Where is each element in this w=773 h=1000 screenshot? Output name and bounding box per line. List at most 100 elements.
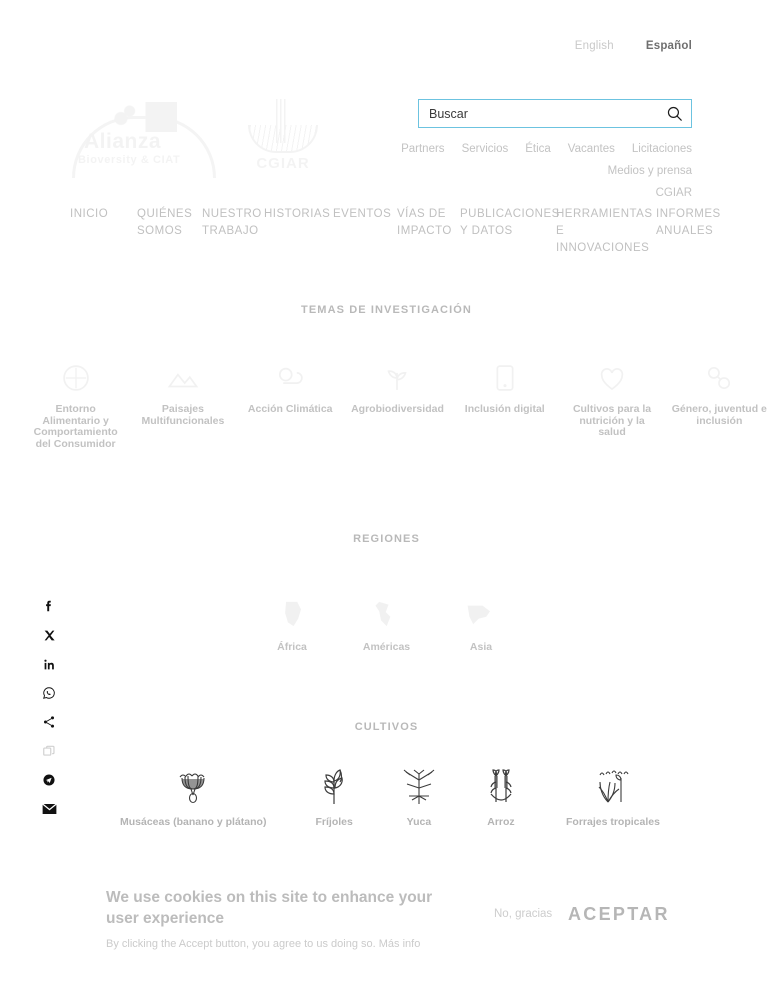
regions-section-title: REGIONES xyxy=(353,533,420,545)
crops-list: Musáceas (banano y plátano) Fríjoles xyxy=(120,768,660,828)
language-option-english[interactable]: English xyxy=(574,40,614,52)
cookie-subtext: By clicking the Accept button, you agree… xyxy=(106,938,446,950)
region-label: África xyxy=(277,641,307,653)
crop-label: Yuca xyxy=(406,816,432,828)
region-item-asia[interactable]: Asia xyxy=(439,600,523,653)
utility-nav-partners[interactable]: Partners xyxy=(401,143,445,155)
utility-nav-cgiar[interactable]: CGIAR xyxy=(655,187,692,199)
biodiversity-icon xyxy=(387,370,408,390)
climate-icon xyxy=(279,367,303,384)
logo-group: Alianza Bioversity & CIAT CGIAR xyxy=(70,96,320,178)
region-label: Asia xyxy=(469,641,493,653)
theme-item-cultivos-nutricion-salud[interactable]: Cultivos para la nutrición y la salud xyxy=(558,360,665,439)
search-input[interactable] xyxy=(419,100,657,127)
share-telegram-button[interactable] xyxy=(38,772,60,788)
landscape-icon xyxy=(167,373,199,388)
theme-label: Acción Climática xyxy=(247,403,333,415)
theme-item-entorno-alimentario[interactable]: Entorno Alimentario y Comportamiento del… xyxy=(22,360,129,450)
crops-section-title: CULTIVOS xyxy=(354,721,419,733)
theme-item-genero-juventud-inclusion[interactable]: Género, juventud e inclusión xyxy=(666,360,773,427)
crop-label: Musáceas (banano y plátano) xyxy=(120,816,267,828)
themes-list: Entorno Alimentario y Comportamiento del… xyxy=(22,360,773,450)
share-whatsapp-button[interactable] xyxy=(38,685,60,701)
banana-icon xyxy=(179,773,205,804)
africa-map-icon xyxy=(285,601,302,627)
theme-label: Paisajes Multifuncionales xyxy=(141,403,225,427)
alianza-logo-word: Alianza xyxy=(84,130,162,153)
alianza-logo-subtitle: Bioversity & CIAT xyxy=(78,154,181,166)
nav-item-inicio[interactable]: INICIO xyxy=(70,208,109,220)
digital-icon xyxy=(496,365,514,391)
cookie-accept-button[interactable]: ACEPTAR xyxy=(568,904,670,924)
share-email-button[interactable] xyxy=(38,801,60,817)
crop-item-yuca[interactable]: Yuca xyxy=(402,768,436,828)
asia-map-icon xyxy=(467,605,491,625)
nav-item-publicaciones-y-datos[interactable]: PUBLICACIONES Y DATOS xyxy=(460,208,560,237)
share-x-button[interactable] xyxy=(38,627,60,643)
cgiar-logo-word: CGIAR xyxy=(256,155,310,172)
share-copy-button[interactable] xyxy=(38,743,60,759)
language-switcher: English Español xyxy=(575,40,692,52)
themes-section-title: TEMAS DE INVESTIGACIÓN xyxy=(301,304,472,316)
theme-item-inclusion-digital[interactable]: Inclusión digital xyxy=(451,360,558,416)
x-twitter-icon xyxy=(44,630,55,640)
cookie-decline-button[interactable]: No, gracias xyxy=(494,908,553,920)
cgiar-logo-bowl xyxy=(248,125,318,153)
language-option-espanol[interactable]: Español xyxy=(645,40,692,52)
email-icon xyxy=(41,803,57,814)
theme-label: Agrobiodiversidad xyxy=(351,403,444,415)
forage-icon xyxy=(598,770,629,803)
crop-item-frijoles[interactable]: Fríjoles xyxy=(316,768,353,828)
nutrition-icon xyxy=(600,368,624,391)
rice-icon xyxy=(490,769,512,802)
share-linkedin-button[interactable] xyxy=(38,656,60,672)
nav-item-informes-anuales[interactable]: INFORMES ANUALES xyxy=(656,208,721,237)
theme-label: Entorno Alimentario y Comportamiento del… xyxy=(33,403,118,450)
crop-label: Arroz xyxy=(487,816,515,828)
main-nav: INICIO QUIÉNES SOMOS NUESTRO TRABAJO HIS… xyxy=(70,206,735,257)
americas-map-icon xyxy=(375,601,391,627)
beans-icon xyxy=(324,769,343,804)
crop-item-arroz[interactable]: Arroz xyxy=(485,768,517,828)
share-generic-button[interactable] xyxy=(38,714,60,730)
theme-label: Inclusión digital xyxy=(464,403,545,415)
share-facebook-button[interactable] xyxy=(38,598,60,614)
crop-item-musaceas[interactable]: Musáceas (banano y plátano) xyxy=(120,768,266,828)
utility-nav-etica[interactable]: Ética xyxy=(525,143,551,155)
theme-item-accion-climatica[interactable]: Acción Climática xyxy=(237,360,344,416)
alianza-logo[interactable]: Alianza Bioversity & CIAT xyxy=(70,96,218,178)
utility-nav-licitaciones[interactable]: Licitaciones xyxy=(631,143,692,155)
nav-item-nuestro-trabajo[interactable]: NUESTRO TRABAJO xyxy=(202,208,262,237)
nav-item-eventos[interactable]: EVENTOS xyxy=(333,208,392,220)
cookie-banner: We use cookies on this site to enhance y… xyxy=(0,872,773,962)
gender-icon xyxy=(708,366,731,390)
alianza-logo-mark xyxy=(108,102,180,132)
region-item-americas[interactable]: Américas xyxy=(345,600,429,653)
facebook-icon xyxy=(46,600,51,612)
crop-label: Forrajes tropicales xyxy=(566,816,660,828)
cookie-subtext-lead: By clicking the Accept button, you agree… xyxy=(106,938,376,950)
cookie-title: We use cookies on this site to enhance y… xyxy=(106,889,433,927)
cgiar-logo[interactable]: CGIAR xyxy=(246,97,320,177)
region-label: Américas xyxy=(362,641,411,653)
nav-item-historias[interactable]: HISTORIAS xyxy=(264,208,331,220)
nav-item-quienes-somos[interactable]: QUIÉNES SOMOS xyxy=(137,208,193,237)
site-header: Alianza Bioversity & CIAT CGIAR xyxy=(0,96,773,186)
food-environment-icon xyxy=(62,365,89,391)
region-item-africa[interactable]: África xyxy=(250,600,334,653)
search-bar xyxy=(418,99,692,128)
utility-nav: Partners Servicios Ética Vacantes Licitacion… xyxy=(330,138,692,204)
crop-item-forrajes-tropicales[interactable]: Forrajes tropicales xyxy=(566,768,660,828)
regions-list: África Américas Asia xyxy=(250,600,523,653)
theme-item-agrobiodiversidad[interactable]: Agrobiodiversidad xyxy=(344,360,451,416)
nav-item-vias-de-impacto[interactable]: VÍAS DE IMPACTO xyxy=(397,208,452,237)
utility-nav-medios-y-prensa[interactable]: Medios y prensa xyxy=(607,165,692,177)
theme-label: Género, juventud e inclusión xyxy=(671,403,767,427)
search-submit-button[interactable] xyxy=(657,100,691,127)
nav-item-herramientas-e-innovaciones[interactable]: HERRAMIENTAS E INNOVACIONES xyxy=(556,208,653,254)
utility-nav-servicios[interactable]: Servicios xyxy=(461,143,509,155)
utility-nav-vacantes[interactable]: Vacantes xyxy=(567,143,615,155)
whatsapp-icon xyxy=(43,687,55,699)
cookie-more-info-link[interactable]: Más info xyxy=(378,938,421,950)
theme-item-paisajes-multifuncionales[interactable]: Paisajes Multifuncionales xyxy=(129,360,236,427)
